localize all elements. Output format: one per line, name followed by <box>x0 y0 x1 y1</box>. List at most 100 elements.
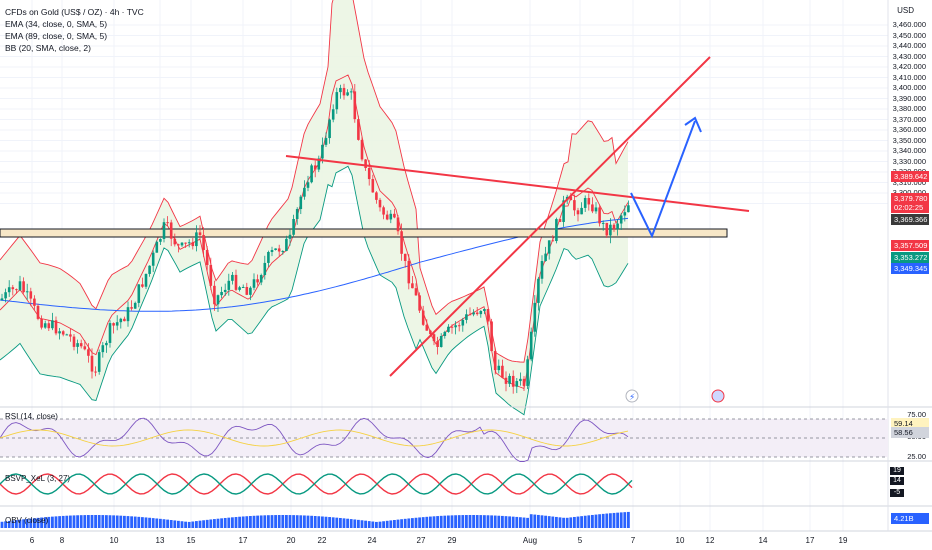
candle-body <box>216 295 220 305</box>
candle-body <box>493 351 497 371</box>
obv-bar <box>360 520 364 528</box>
indicator-bb-label[interactable]: BB (20, SMA, close, 2) <box>5 43 91 53</box>
time-tick-label: 12 <box>705 536 715 545</box>
candle-body <box>191 242 195 247</box>
candle-body <box>515 381 519 387</box>
obv-bar <box>58 516 61 528</box>
candle-body <box>335 92 339 110</box>
obv-pane-label[interactable]: OBV (close) <box>5 516 49 525</box>
candle-body <box>101 345 105 353</box>
obv-bar <box>501 515 504 528</box>
obv-bar <box>457 515 461 528</box>
candle-body <box>616 223 619 230</box>
bsvp-pane-label[interactable]: BSVP_XeL (3, 27) <box>5 474 71 483</box>
candle-body <box>569 196 573 201</box>
candle-body <box>137 284 141 303</box>
obv-bar <box>605 513 609 528</box>
candle-body <box>465 314 468 320</box>
bsvp-value-1: 19 <box>890 467 904 475</box>
candle-body <box>209 265 213 286</box>
candle-body <box>612 224 616 230</box>
lightning-event-icon[interactable] <box>625 389 639 403</box>
obv-bar <box>90 515 94 528</box>
candle-body <box>51 320 54 329</box>
candle-body <box>443 331 447 336</box>
candle-body <box>555 219 558 242</box>
time-tick-label: 13 <box>155 536 165 545</box>
time-tick-label: 14 <box>758 536 768 545</box>
obv-bar <box>259 515 263 528</box>
rsi-pane-label[interactable]: RSI (14, close) <box>5 412 58 421</box>
projection-path[interactable] <box>630 120 696 239</box>
support-zone-rectangle[interactable] <box>0 228 728 238</box>
rsi-tick-25: 25.00 <box>907 452 926 461</box>
obv-bar <box>281 515 285 528</box>
candle-body <box>540 261 544 279</box>
candle-body <box>205 250 209 266</box>
candle-body <box>454 325 457 328</box>
obv-bar <box>425 516 429 528</box>
obv-bar <box>612 512 616 528</box>
obv-bar <box>180 521 184 528</box>
obv-bar <box>4 521 7 528</box>
obv-bar <box>83 515 87 528</box>
obv-bar <box>342 518 346 528</box>
candle-body <box>195 232 198 247</box>
obv-value: 4.21B <box>891 513 929 524</box>
price-tag: 3,369.366 <box>891 214 929 225</box>
obv-bar <box>0 521 4 528</box>
symbol-title[interactable]: CFDs on Gold (US$ / OZ) · 4h · TVC <box>5 7 144 17</box>
candle-body <box>623 212 627 216</box>
obv-bar <box>450 515 454 528</box>
candle-body <box>522 378 526 386</box>
candle-body <box>403 253 407 261</box>
descending-trendline[interactable] <box>285 155 750 212</box>
candle-body <box>231 274 234 281</box>
obv-bar <box>493 515 497 528</box>
obv-bar <box>465 515 468 528</box>
candle-body <box>112 323 115 326</box>
obv-bar <box>623 512 627 528</box>
obv-bar <box>396 519 400 528</box>
obv-bar <box>537 514 540 528</box>
time-tick-label: 20 <box>286 536 296 545</box>
bsvp-sell-line <box>0 473 633 495</box>
candle-body <box>162 222 166 240</box>
price-tick-label: 3,370.000 <box>892 114 926 124</box>
candle-body <box>447 326 450 332</box>
obv-bar <box>429 516 432 528</box>
currency-label[interactable]: USD <box>897 6 914 15</box>
candle-body <box>198 232 202 235</box>
candle-body <box>108 323 112 343</box>
obv-bar <box>371 521 375 528</box>
obv-bar <box>375 521 378 528</box>
obv-bar <box>609 513 612 528</box>
candle-body <box>609 224 612 236</box>
ascending-trendline[interactable] <box>389 56 711 377</box>
obv-bar <box>97 515 101 528</box>
us-flag-event-icon[interactable] <box>711 389 725 403</box>
obv-bar <box>421 517 425 528</box>
obv-bar <box>231 517 234 528</box>
candle-body <box>486 308 490 322</box>
candle-body <box>223 289 227 292</box>
obv-bar <box>119 515 123 528</box>
obv-bar <box>263 515 267 528</box>
price-tag: 3,379.780 <box>891 193 929 204</box>
candle-body <box>87 349 90 356</box>
candle-body <box>249 287 252 295</box>
obv-bar <box>234 517 238 528</box>
obv-bar <box>389 520 393 528</box>
candle-body <box>389 213 393 220</box>
obv-bar <box>551 516 555 528</box>
candle-body <box>627 205 630 213</box>
indicator-ema-89-label[interactable]: EMA (89, close, 0, SMA, 5) <box>5 31 108 41</box>
candle-body <box>33 298 36 306</box>
obv-bar <box>339 517 342 528</box>
obv-bar <box>439 515 443 528</box>
candle-body <box>76 343 79 347</box>
obv-bar <box>483 515 486 528</box>
indicator-ema-34-label[interactable]: EMA (34, close, 0, SMA, 5) <box>5 19 108 29</box>
price-tick-label: 3,410.000 <box>892 72 926 82</box>
